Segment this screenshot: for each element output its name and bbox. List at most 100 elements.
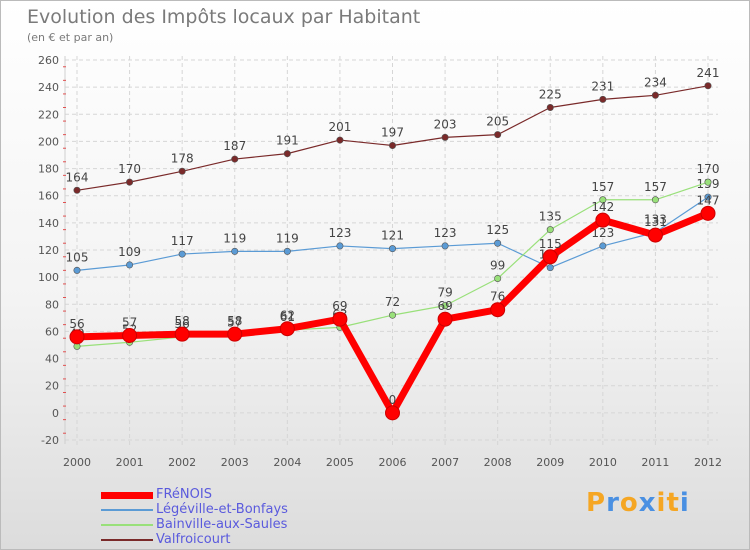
data-point [283, 150, 291, 158]
brand-letter: t [666, 488, 680, 518]
data-point [283, 247, 291, 255]
data-label: 115 [539, 237, 562, 251]
legend-label: FRéNOIS [156, 487, 212, 502]
data-label: 201 [328, 120, 351, 134]
data-label: 119 [223, 231, 246, 245]
x-tick-label: 2005 [326, 456, 354, 469]
data-label: 178 [171, 151, 194, 165]
data-label: 56 [175, 317, 190, 331]
x-tick-label: 2008 [484, 456, 512, 469]
data-point [700, 205, 716, 221]
brand-letter: P [586, 488, 607, 518]
y-tick-label: 20 [45, 380, 59, 393]
data-point [441, 302, 449, 310]
y-tick-label: 80 [45, 298, 59, 311]
data-label: 157 [644, 180, 667, 194]
data-label: 69 [437, 299, 452, 313]
x-tick-label: 2010 [589, 456, 617, 469]
data-point [73, 186, 81, 194]
data-label: 234 [644, 75, 667, 89]
x-tick-label: 2002 [168, 456, 196, 469]
data-label: 123 [328, 226, 351, 240]
data-label: 57 [227, 316, 242, 330]
y-tick-label: 240 [38, 81, 59, 94]
proxiti-logo: Proxiti [586, 488, 690, 518]
y-tick-label: 140 [38, 217, 59, 230]
data-label: 57 [122, 316, 137, 330]
data-point [126, 261, 134, 269]
data-label: 121 [381, 229, 404, 243]
data-point [490, 302, 506, 318]
data-point [69, 329, 85, 345]
brand-letter: o [619, 488, 639, 518]
x-tick-label: 2006 [379, 456, 407, 469]
data-label: 105 [66, 250, 89, 264]
legend-label: Valfroicourt [156, 532, 231, 547]
y-tick-label: 260 [38, 54, 59, 67]
x-tick-label: 2009 [536, 456, 564, 469]
data-point [126, 178, 134, 186]
data-point [231, 247, 239, 255]
data-point [494, 274, 502, 282]
x-tick-label: 2007 [431, 456, 459, 469]
data-point [332, 311, 348, 327]
y-tick-label: 200 [38, 135, 59, 148]
data-label: 56 [69, 317, 84, 331]
data-point [599, 196, 607, 204]
y-tick-label: 220 [38, 108, 59, 121]
data-label: 123 [591, 226, 614, 240]
data-point [178, 167, 186, 175]
y-tick-label: 0 [52, 407, 59, 420]
y-tick-label: 120 [38, 244, 59, 257]
data-point [437, 311, 453, 327]
data-label: 79 [437, 286, 452, 300]
data-label: 125 [486, 223, 509, 237]
data-label: 142 [591, 200, 614, 214]
data-label: 231 [591, 79, 614, 93]
y-tick-label: 160 [38, 190, 59, 203]
data-label: 58 [175, 314, 190, 328]
data-point [178, 250, 186, 258]
data-point [388, 245, 396, 253]
legend-swatch [101, 491, 153, 499]
data-label: 170 [118, 162, 141, 176]
brand-letter: i [679, 488, 690, 518]
data-point [73, 266, 81, 274]
data-label: 69 [332, 299, 347, 313]
data-label: 135 [539, 210, 562, 224]
legend-label: Légéville-et-Bonfays [156, 502, 288, 517]
data-label: 131 [644, 215, 667, 229]
x-tick-label: 2003 [221, 456, 249, 469]
data-point [704, 178, 712, 186]
data-point [231, 155, 239, 163]
data-point [651, 196, 659, 204]
data-label: 61 [280, 310, 295, 324]
data-point [174, 326, 190, 342]
data-label: 99 [490, 259, 505, 273]
legend-label: Bainville-aux-Saules [156, 517, 288, 532]
data-label: 170 [697, 162, 720, 176]
data-point [388, 142, 396, 150]
data-point [494, 239, 502, 247]
x-tick-label: 2000 [63, 456, 91, 469]
y-tick-label: 40 [45, 353, 59, 366]
data-point [279, 321, 295, 337]
x-tick-label: 2011 [641, 456, 669, 469]
data-label: 109 [118, 245, 141, 259]
data-label: 225 [539, 88, 562, 102]
data-label: 187 [223, 139, 246, 153]
legend-swatch [101, 524, 153, 526]
y-tick-label: 100 [38, 271, 59, 284]
data-point [651, 91, 659, 99]
data-point [441, 242, 449, 250]
chart-subtitle: (en € et par an) [27, 31, 114, 44]
x-tick-label: 2012 [694, 456, 722, 469]
data-point [388, 311, 396, 319]
data-label: 157 [591, 180, 614, 194]
data-point [336, 242, 344, 250]
data-label: 203 [434, 117, 457, 131]
data-label: 197 [381, 126, 404, 140]
data-point [704, 82, 712, 90]
